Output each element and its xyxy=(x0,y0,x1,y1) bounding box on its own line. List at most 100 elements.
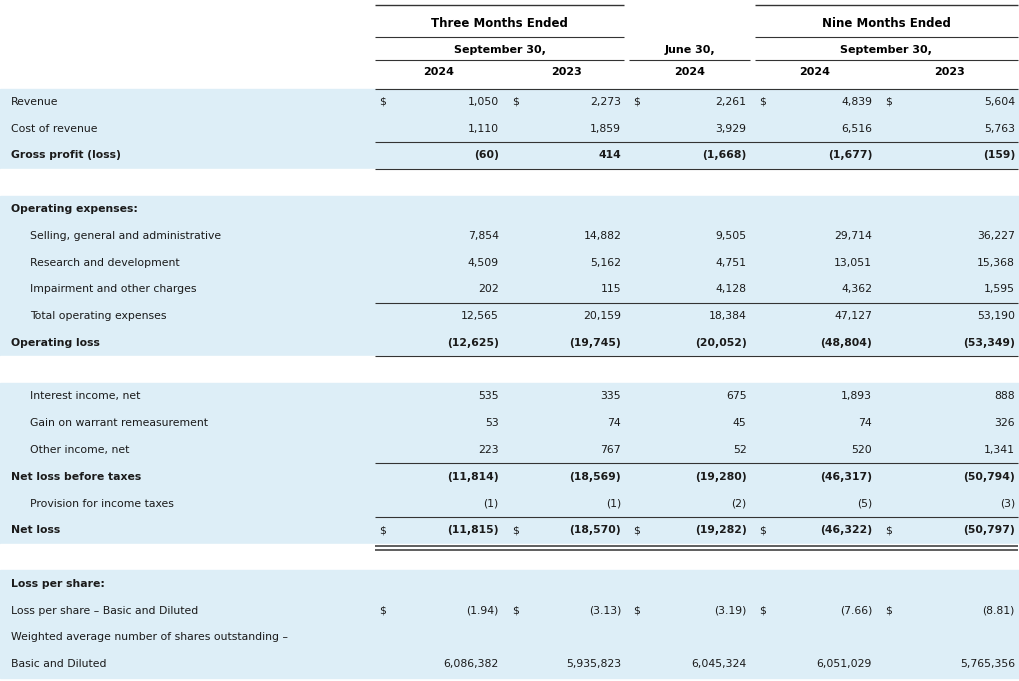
Bar xyxy=(0,437,1019,463)
Text: Basic and Diluted: Basic and Diluted xyxy=(11,659,107,669)
Text: Operating expenses:: Operating expenses: xyxy=(11,204,138,214)
Text: 1,341: 1,341 xyxy=(983,445,1014,455)
Text: (1,677): (1,677) xyxy=(826,151,871,161)
Text: Net loss: Net loss xyxy=(11,525,60,535)
Bar xyxy=(0,330,1019,356)
Text: (19,282): (19,282) xyxy=(694,525,746,535)
Text: 74: 74 xyxy=(607,418,621,428)
Text: (18,569): (18,569) xyxy=(569,472,621,481)
Text: 47,127: 47,127 xyxy=(834,311,871,321)
Bar xyxy=(0,517,1019,543)
Bar xyxy=(0,3,1019,89)
Text: 2023: 2023 xyxy=(550,67,581,77)
Bar xyxy=(0,463,1019,490)
Text: (2): (2) xyxy=(731,498,746,509)
Text: Selling, general and administrative: Selling, general and administrative xyxy=(30,231,220,241)
Text: (19,745): (19,745) xyxy=(569,338,621,348)
Text: 9,505: 9,505 xyxy=(714,231,746,241)
Text: 5,162: 5,162 xyxy=(590,257,621,268)
Text: 3,929: 3,929 xyxy=(715,124,746,133)
Text: 2023: 2023 xyxy=(933,67,964,77)
Text: Cost of revenue: Cost of revenue xyxy=(11,124,98,133)
Text: (1,668): (1,668) xyxy=(702,151,746,161)
Text: 15,368: 15,368 xyxy=(976,257,1014,268)
Text: 52: 52 xyxy=(733,445,746,455)
Text: 29,714: 29,714 xyxy=(834,231,871,241)
Text: 6,086,382: 6,086,382 xyxy=(443,659,498,669)
Text: 74: 74 xyxy=(858,418,871,428)
Text: 2024: 2024 xyxy=(799,67,829,77)
Bar xyxy=(0,571,1019,597)
Text: 767: 767 xyxy=(600,445,621,455)
Text: 1,595: 1,595 xyxy=(983,285,1014,294)
Text: 4,362: 4,362 xyxy=(841,285,871,294)
Text: Research and development: Research and development xyxy=(30,257,179,268)
Text: 115: 115 xyxy=(600,285,621,294)
Text: (11,815): (11,815) xyxy=(447,525,498,535)
Text: 4,839: 4,839 xyxy=(841,97,871,107)
Text: 53,190: 53,190 xyxy=(976,311,1014,321)
Text: (12,625): (12,625) xyxy=(446,338,498,348)
Text: (50,794): (50,794) xyxy=(962,472,1014,481)
Bar xyxy=(0,195,1019,223)
Text: Interest income, net: Interest income, net xyxy=(30,392,140,402)
Bar xyxy=(0,115,1019,142)
Text: 7,854: 7,854 xyxy=(468,231,498,241)
Text: 4,128: 4,128 xyxy=(715,285,746,294)
Bar xyxy=(0,169,1019,195)
Text: September 30,: September 30, xyxy=(840,45,931,54)
Text: 6,051,029: 6,051,029 xyxy=(816,659,871,669)
Text: 6,045,324: 6,045,324 xyxy=(691,659,746,669)
Text: Weighted average number of shares outstanding –: Weighted average number of shares outsta… xyxy=(11,633,288,642)
Text: 20,159: 20,159 xyxy=(583,311,621,321)
Text: (46,322): (46,322) xyxy=(819,525,871,535)
Text: 2,273: 2,273 xyxy=(590,97,621,107)
Text: $: $ xyxy=(633,525,640,535)
Text: (19,280): (19,280) xyxy=(694,472,746,481)
Text: (60): (60) xyxy=(474,151,498,161)
Text: 1,859: 1,859 xyxy=(590,124,621,133)
Text: (1): (1) xyxy=(483,498,498,509)
Bar xyxy=(0,223,1019,249)
Text: 223: 223 xyxy=(478,445,498,455)
Text: Loss per share:: Loss per share: xyxy=(11,579,105,589)
Text: (8.81): (8.81) xyxy=(981,605,1014,616)
Text: $: $ xyxy=(379,525,386,535)
Text: Three Months Ended: Three Months Ended xyxy=(431,17,568,31)
Text: $: $ xyxy=(379,97,386,107)
Text: Gain on warrant remeasurement: Gain on warrant remeasurement xyxy=(30,418,208,428)
Text: (3): (3) xyxy=(999,498,1014,509)
Text: 888: 888 xyxy=(994,392,1014,402)
Text: $: $ xyxy=(512,605,519,616)
Text: 1,893: 1,893 xyxy=(841,392,871,402)
Bar xyxy=(0,89,1019,115)
Text: $: $ xyxy=(633,97,640,107)
Text: September 30,: September 30, xyxy=(453,45,545,54)
Text: 520: 520 xyxy=(851,445,871,455)
Text: (1.94): (1.94) xyxy=(466,605,498,616)
Text: 2,261: 2,261 xyxy=(715,97,746,107)
Text: (7.66): (7.66) xyxy=(839,605,871,616)
Bar xyxy=(0,303,1019,330)
Text: $: $ xyxy=(884,97,892,107)
Text: Operating loss: Operating loss xyxy=(11,338,100,348)
Text: 45: 45 xyxy=(733,418,746,428)
Text: 14,882: 14,882 xyxy=(583,231,621,241)
Text: 5,935,823: 5,935,823 xyxy=(566,659,621,669)
Text: 535: 535 xyxy=(478,392,498,402)
Text: $: $ xyxy=(884,525,892,535)
Bar xyxy=(0,543,1019,571)
Text: (50,797): (50,797) xyxy=(962,525,1014,535)
Text: Impairment and other charges: Impairment and other charges xyxy=(30,285,196,294)
Text: $: $ xyxy=(758,97,765,107)
Text: (3.13): (3.13) xyxy=(588,605,621,616)
Text: 335: 335 xyxy=(600,392,621,402)
Text: (3.19): (3.19) xyxy=(713,605,746,616)
Text: 13,051: 13,051 xyxy=(834,257,871,268)
Text: $: $ xyxy=(512,97,519,107)
Text: $: $ xyxy=(379,605,386,616)
Bar xyxy=(0,624,1019,651)
Text: 1,050: 1,050 xyxy=(467,97,498,107)
Text: Net loss before taxes: Net loss before taxes xyxy=(11,472,142,481)
Text: 202: 202 xyxy=(478,285,498,294)
